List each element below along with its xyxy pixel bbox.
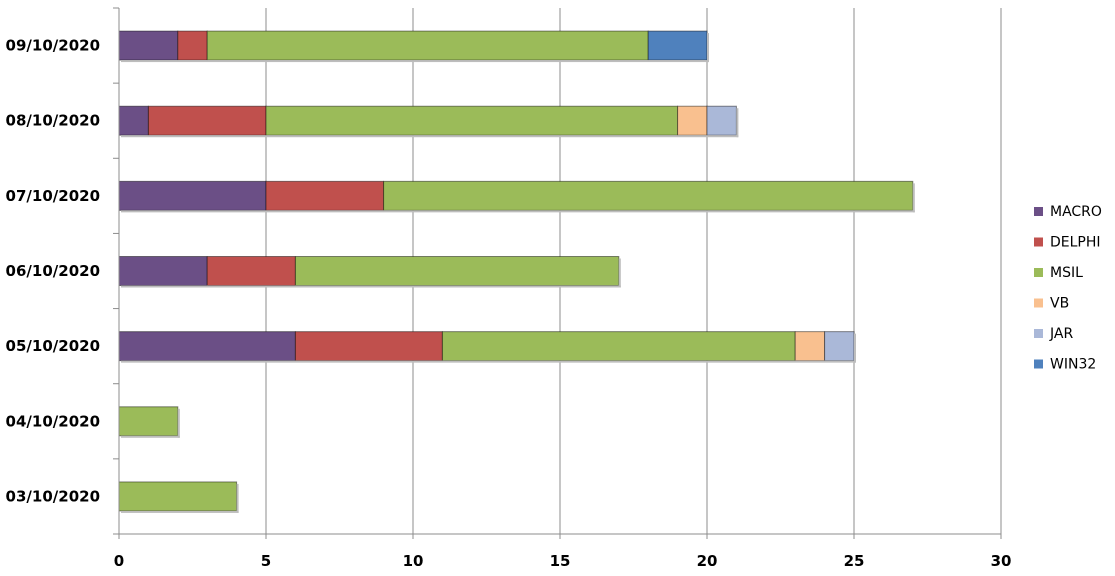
legend-label-win32: WIN32 (1050, 357, 1096, 373)
x-tick-label: 10 (403, 552, 424, 570)
bar-shadow (121, 285, 621, 288)
y-axis-labels: 09/10/2020 08/10/2020 07/10/2020 06/10/2020… (6, 37, 100, 506)
x-tick-label: 25 (844, 552, 865, 570)
bar-shadow (121, 210, 915, 213)
bar-shadow (736, 108, 739, 138)
legend-swatch-vb (1034, 298, 1043, 308)
bar-segment-jar (824, 331, 855, 362)
bar-shadow (912, 183, 915, 213)
legend-label-delphi: DELPHI (1050, 235, 1101, 251)
bar-segment-delphi (265, 180, 385, 211)
bar-segment-vb (677, 105, 708, 136)
bar-segment-msil (118, 406, 179, 437)
bar-shadow (121, 435, 180, 438)
legend-label-msil: MSIL (1050, 265, 1083, 281)
y-tick-label: 04/10/2020 (6, 412, 100, 430)
bar-segment-msil (118, 481, 238, 512)
legend: MACRO DELPHI MSIL VB JAR WIN32 (1034, 204, 1102, 373)
bar-segment-msil (265, 105, 679, 136)
y-tick-label: 06/10/2020 (6, 262, 100, 280)
bar-segment-delphi (206, 256, 296, 286)
bar-segment-msil (383, 180, 914, 211)
x-tick-label: 15 (550, 552, 571, 570)
legend-label-vb: VB (1050, 296, 1069, 312)
y-tick-label: 03/10/2020 (6, 487, 100, 505)
bar-segment-delphi (294, 331, 443, 362)
bar-shadow (121, 360, 856, 363)
y-tick-label: 05/10/2020 (6, 337, 100, 355)
bar-segment-macro (118, 256, 208, 286)
bar-shadow (236, 483, 239, 513)
bar-shadow (177, 408, 180, 438)
bar-shadow (121, 135, 739, 138)
x-tick-label: 20 (697, 552, 718, 570)
axes (113, 7, 1002, 539)
bar-shadow (121, 60, 709, 63)
bar-segment-vb (794, 331, 826, 362)
y-tick-label: 07/10/2020 (6, 187, 100, 205)
bar-shadow (121, 510, 239, 513)
bar-segment-msil (294, 256, 620, 286)
x-axis-labels: 0 5 10 15 20 25 30 (114, 552, 1012, 570)
bar-segment-msil (206, 30, 649, 61)
bar-segment-macro (118, 180, 267, 211)
bar-segment-msil (441, 331, 796, 362)
bar-shadow (854, 333, 856, 363)
legend-swatch-macro (1034, 207, 1043, 216)
legend-swatch-delphi (1034, 237, 1043, 247)
y-tick-label: 09/10/2020 (6, 37, 100, 55)
bar-segment-jar (706, 105, 737, 136)
y-tick-label: 08/10/2020 (6, 112, 100, 130)
legend-swatch-msil (1034, 268, 1043, 277)
bar-shadow (707, 33, 709, 63)
x-tick-label: 30 (991, 552, 1012, 570)
legend-label-macro: MACRO (1050, 204, 1102, 220)
legend-swatch-jar (1034, 329, 1043, 338)
bar-segment-macro (118, 30, 179, 61)
bar-segment-macro (118, 105, 149, 136)
x-tick-label: 0 (114, 552, 124, 570)
x-tick-label: 5 (261, 552, 271, 570)
legend-label-jar: JAR (1049, 326, 1073, 342)
legend-swatch-win32 (1034, 359, 1043, 369)
bar-segment-delphi (177, 30, 208, 61)
bar-segment-delphi (147, 105, 267, 136)
bars (118, 30, 915, 513)
bar-segment-win32 (647, 30, 708, 61)
bar-segment-macro (118, 331, 296, 362)
bar-shadow (618, 258, 621, 288)
